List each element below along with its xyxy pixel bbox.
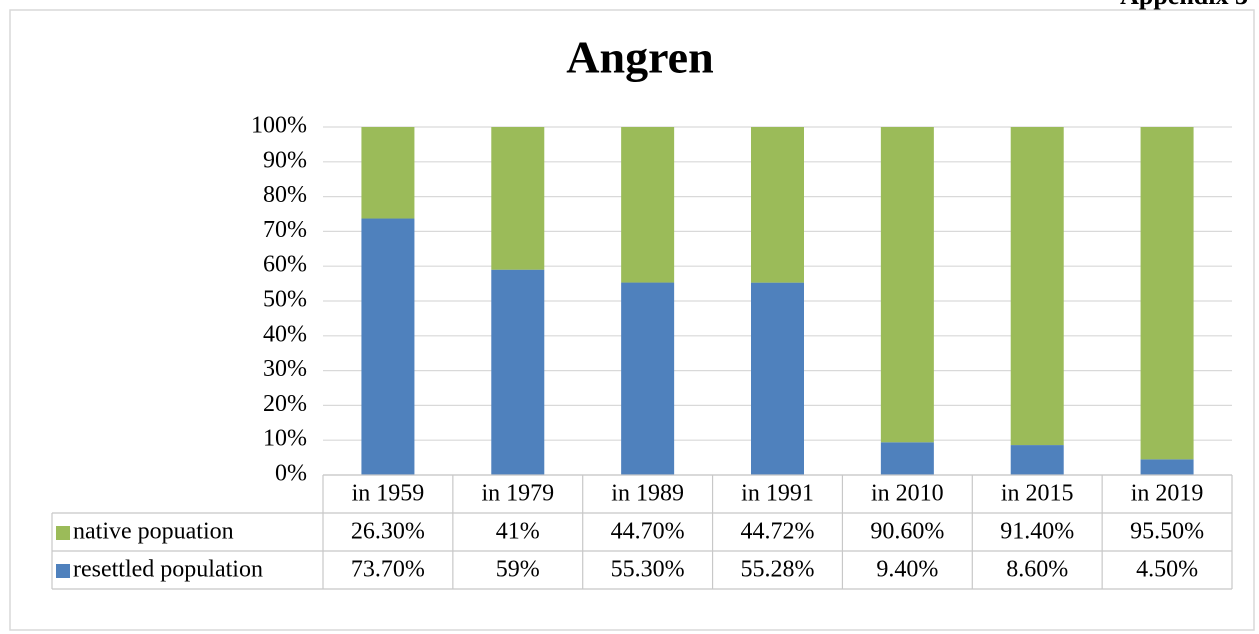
y-tick-label: 90% xyxy=(263,147,307,173)
x-tick-label: in 1979 xyxy=(481,481,554,507)
bar-segment xyxy=(491,127,545,270)
chart-title: Angren xyxy=(566,32,713,83)
x-tick-label: in 1991 xyxy=(741,481,814,507)
y-tick-label: 40% xyxy=(263,321,307,347)
table-value: 90.60% xyxy=(870,519,944,545)
table-value: 44.72% xyxy=(741,519,815,545)
x-tick-label: in 2019 xyxy=(1131,481,1204,507)
y-tick-label: 70% xyxy=(263,217,307,243)
bar-segment xyxy=(1010,127,1064,446)
table-value: 55.28% xyxy=(741,557,815,583)
table-value: 44.70% xyxy=(611,519,685,545)
bar-segment xyxy=(1140,127,1194,460)
x-tick-label: in 2010 xyxy=(871,481,944,507)
y-tick-label: 10% xyxy=(263,426,307,452)
legend-swatch xyxy=(56,564,70,578)
bar-segment xyxy=(621,282,675,475)
bar-segment xyxy=(880,442,934,475)
y-tick-label: 80% xyxy=(263,182,307,208)
bar-segment xyxy=(751,282,804,475)
bar-segment xyxy=(491,269,545,475)
bar-segment xyxy=(361,218,415,476)
y-tick-label: 50% xyxy=(263,287,307,313)
bar-segment xyxy=(751,127,804,283)
y-tick-label: 20% xyxy=(263,391,307,417)
table-value: 73.70% xyxy=(351,557,425,583)
bar-segment xyxy=(361,127,415,219)
x-tick-label: in 1959 xyxy=(352,481,425,507)
table-value: 4.50% xyxy=(1136,557,1198,583)
table-value: 95.50% xyxy=(1130,519,1204,545)
bar-segment xyxy=(880,127,934,443)
y-tick-label: 30% xyxy=(263,356,307,382)
bar-segment xyxy=(1010,445,1064,475)
appendix-label: Appendix 3 xyxy=(1120,0,1248,10)
table-value: 9.40% xyxy=(876,557,938,583)
table-value: 59% xyxy=(496,557,540,583)
chart-border xyxy=(9,9,1255,631)
table-value: 41% xyxy=(496,519,540,545)
y-tick-label: 60% xyxy=(263,252,307,278)
table-value: 91.40% xyxy=(1000,519,1074,545)
legend-label: native popuation xyxy=(73,519,234,545)
y-tick-label: 0% xyxy=(275,461,307,487)
bar-segment xyxy=(621,127,675,283)
legend-label: resettled population xyxy=(73,557,263,583)
legend-swatch xyxy=(56,526,70,540)
x-tick-label: in 1989 xyxy=(611,481,684,507)
table-value: 55.30% xyxy=(611,557,685,583)
table-value: 8.60% xyxy=(1006,557,1068,583)
y-tick-label: 100% xyxy=(251,113,307,139)
bar-segment xyxy=(1140,459,1194,475)
table-value: 26.30% xyxy=(351,519,425,545)
x-tick-label: in 2015 xyxy=(1001,481,1074,507)
